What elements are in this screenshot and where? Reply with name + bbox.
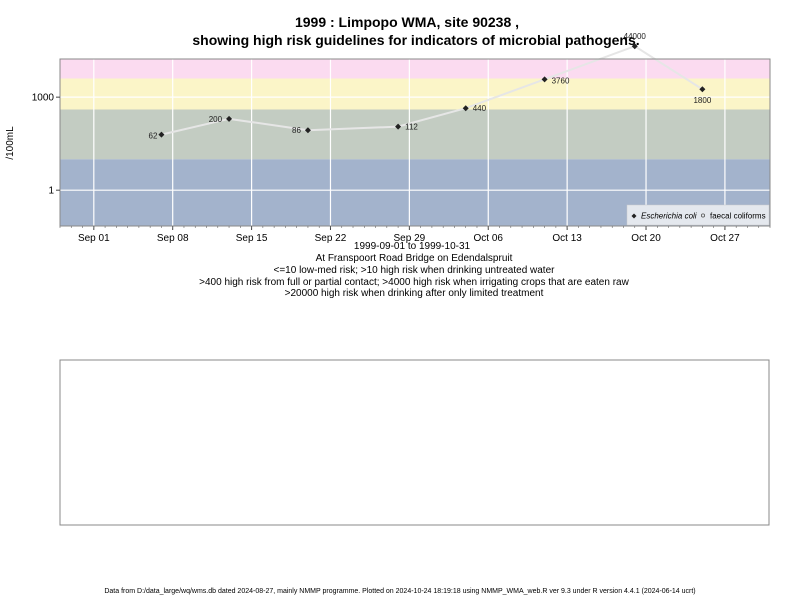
ecoli-point-2 bbox=[304, 127, 311, 134]
ecoli-point-0 bbox=[158, 131, 165, 138]
risk-band-2 bbox=[60, 78, 770, 110]
legend-faecal-marker bbox=[701, 213, 706, 218]
x-tick-label-1: Sep 08 bbox=[157, 233, 189, 244]
ecoli-label-6: 44000 bbox=[624, 32, 647, 41]
x-tick-label-8: Oct 27 bbox=[710, 233, 740, 244]
ecoli-point-5 bbox=[541, 76, 548, 83]
legend-ecoli-label: Escherichia coli bbox=[641, 212, 697, 221]
legend-box bbox=[626, 204, 770, 226]
guideline-line-2: >400 high risk from full or partial cont… bbox=[199, 277, 629, 288]
guideline-line-3: >20000 high risk when drinking after onl… bbox=[285, 288, 544, 299]
y-axis: 1 1000 bbox=[32, 93, 60, 197]
grid-lines bbox=[60, 59, 770, 226]
x-tick-label-4: Sep 29 bbox=[394, 233, 426, 244]
ecoli-label-1: 200 bbox=[209, 115, 223, 124]
x-tick-label-3: Sep 22 bbox=[315, 233, 347, 244]
plot-frame bbox=[59, 58, 771, 227]
ecoli-label-4: 440 bbox=[473, 104, 487, 113]
ecoli-line bbox=[161, 45, 703, 136]
ecoli-point-1 bbox=[226, 115, 233, 122]
chart-title: 1999 : Limpopo WMA, site 90238 , bbox=[295, 14, 519, 30]
y-tick-label-0: 1 bbox=[48, 186, 54, 197]
footer-note: Data from D:/data_large/wq/wms.db dated … bbox=[104, 588, 696, 595]
risk-band-1 bbox=[60, 109, 770, 160]
x-axis: Sep 01 Sep 08 Sep 15 Sep 22 Sep 29 Oct 06 Oct … bbox=[59, 226, 771, 244]
risk-band-3 bbox=[60, 59, 770, 79]
location: At Franspoort Road Bridge on Edendalspru… bbox=[316, 253, 513, 264]
ecoli-point-6 bbox=[631, 43, 638, 50]
ecoli-label-2: 86 bbox=[292, 126, 301, 135]
x-tick-label-0: Sep 01 bbox=[78, 233, 110, 244]
x-tick-label-7: Oct 20 bbox=[631, 233, 661, 244]
ecoli-point-4 bbox=[462, 105, 469, 112]
guideline-line-1: <=10 low-med risk; >10 high risk when dr… bbox=[274, 265, 556, 276]
ecoli-point-3 bbox=[395, 123, 402, 130]
legend-faecal-label: faecal coliforms bbox=[710, 212, 766, 221]
x-tick-label-2: Sep 15 bbox=[236, 233, 268, 244]
ecoli-label-0: 62 bbox=[149, 132, 158, 141]
risk-bands bbox=[60, 59, 770, 226]
empty-second-panel bbox=[59, 359, 770, 526]
data-labels: 62 200 86 112 440 3760 44000 1800 bbox=[149, 32, 712, 140]
y-tick-label-1: 1000 bbox=[32, 93, 55, 104]
ecoli-label-5: 3760 bbox=[552, 76, 570, 85]
x-tick-label-5: Oct 06 bbox=[474, 233, 504, 244]
ecoli-point-7 bbox=[699, 86, 706, 93]
ecoli-label-3: 112 bbox=[405, 123, 418, 132]
legend-ecoli-marker bbox=[631, 213, 637, 219]
ecoli-label-7: 1800 bbox=[693, 96, 711, 105]
date-range: 1999-09-01 to 1999-10-31 bbox=[354, 241, 471, 252]
legend: Escherichia coli faecal coliforms bbox=[626, 204, 770, 226]
data-markers bbox=[158, 43, 706, 138]
x-tick-label-6: Oct 13 bbox=[552, 233, 582, 244]
chart-subtitle: showing high risk guidelines for indicat… bbox=[192, 32, 639, 48]
series-lines bbox=[161, 45, 703, 136]
y-axis-label: /100mL bbox=[5, 126, 16, 160]
